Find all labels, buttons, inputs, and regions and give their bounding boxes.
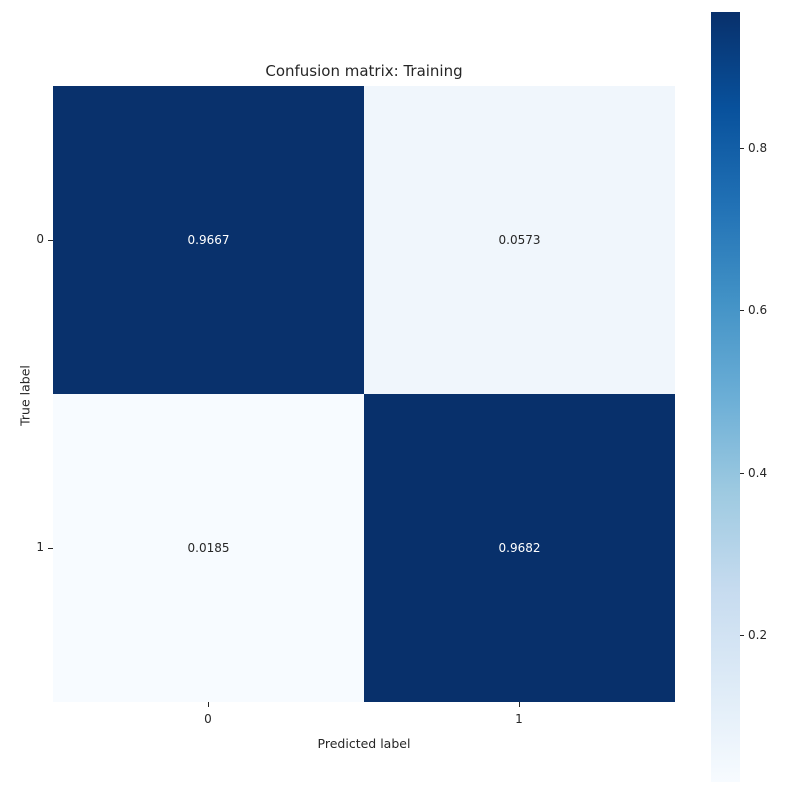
heatmap-grid: 0.9667 0.0573 0.0185 0.9682 — [53, 86, 675, 702]
colorbar-tick-label: 0.2 — [748, 627, 768, 642]
colorbar-tick-label: 0.6 — [748, 302, 768, 317]
colorbar-tick-mark — [740, 473, 744, 474]
matrix-cell-1-1: 0.9682 — [364, 394, 675, 702]
colorbar-tick-0.8: 0.8 — [740, 142, 767, 154]
colorbar-tick-mark — [740, 148, 744, 149]
colorbar-tick-label: 0.8 — [748, 140, 768, 155]
colorbar-tick-mark — [740, 310, 744, 311]
colorbar-tick-0.6: 0.6 — [740, 304, 767, 316]
colorbar-tick-0.4: 0.4 — [740, 467, 767, 479]
y-tick-label-1: 1 — [36, 540, 44, 554]
colorbar: 0.8 0.6 0.4 0.2 — [711, 12, 767, 782]
colorbar-tick-label: 0.4 — [748, 465, 768, 480]
cell-value: 0.9667 — [187, 233, 230, 247]
y-tick-mark-1 — [48, 548, 53, 549]
colorbar-tick-0.2: 0.2 — [740, 629, 767, 641]
colorbar-tick-mark — [740, 635, 744, 636]
x-tick-mark-0 — [208, 702, 209, 707]
y-tick-mark-0 — [48, 240, 53, 241]
x-axis-label: Predicted label — [317, 736, 411, 751]
matrix-cell-0-0: 0.9667 — [53, 86, 364, 394]
matrix-cell-1-0: 0.0185 — [53, 394, 364, 702]
y-axis-label: True label — [17, 365, 33, 426]
y-tick-label-0: 0 — [36, 232, 44, 246]
x-tick-label-0: 0 — [204, 712, 212, 726]
cell-value: 0.9682 — [498, 541, 541, 555]
cell-value: 0.0185 — [187, 541, 230, 555]
chart-title: Confusion matrix: Training — [265, 62, 463, 80]
matrix-cell-0-1: 0.0573 — [364, 86, 675, 394]
cell-value: 0.0573 — [498, 233, 541, 247]
x-tick-label-1: 1 — [515, 712, 523, 726]
x-tick-mark-1 — [519, 702, 520, 707]
